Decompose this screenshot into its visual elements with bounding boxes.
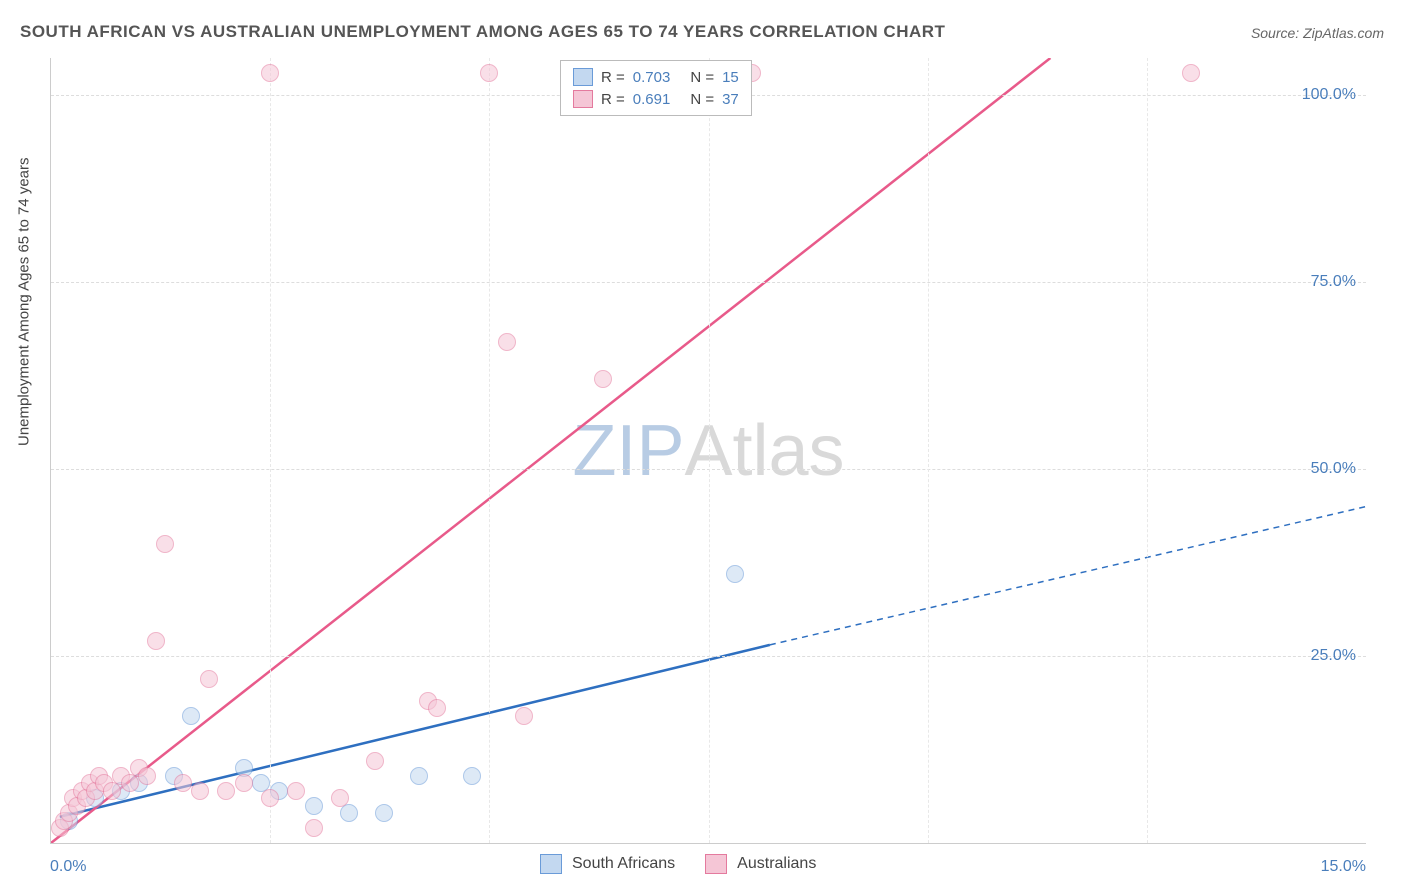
scatter-point [156,535,174,553]
scatter-point [498,333,516,351]
y-tick-label: 75.0% [1311,273,1356,291]
vgridline [489,58,490,843]
legend-label: South Africans [572,855,675,873]
scatter-point [287,782,305,800]
legend-item: South Africans [540,854,675,874]
vgridline [709,58,710,843]
scatter-point [305,797,323,815]
n-label: N = [690,91,714,108]
n-label: N = [690,69,714,86]
correlation-legend-row: R = 0.691 N = 37 [573,88,739,110]
y-axis-label: Unemployment Among Ages 65 to 74 years [16,157,33,446]
legend-swatch [573,68,593,86]
vgridline [270,58,271,843]
scatter-point [174,774,192,792]
scatter-point [191,782,209,800]
scatter-point [305,819,323,837]
scatter-point [463,767,481,785]
n-value: 37 [722,91,739,108]
legend-swatch [705,854,727,874]
n-value: 15 [722,69,739,86]
scatter-point [726,565,744,583]
scatter-point [594,370,612,388]
source-attribution: Source: ZipAtlas.com [1251,25,1384,41]
scatter-point [1182,64,1200,82]
legend-swatch [540,854,562,874]
vgridline [928,58,929,843]
legend-label: Australians [737,855,816,873]
r-value: 0.691 [633,91,671,108]
scatter-point [138,767,156,785]
scatter-point [331,789,349,807]
scatter-point [217,782,235,800]
scatter-point [410,767,428,785]
scatter-point [375,804,393,822]
chart-title: SOUTH AFRICAN VS AUSTRALIAN UNEMPLOYMENT… [20,22,945,42]
chart-plot-area: ZIPAtlas 25.0%50.0%75.0%100.0% [50,58,1366,844]
legend-item: Australians [705,854,816,874]
r-label: R = [601,91,625,108]
scatter-point [428,699,446,717]
y-tick-label: 50.0% [1311,460,1356,478]
watermark-zip: ZIP [572,411,684,491]
vgridline [1147,58,1148,843]
r-value: 0.703 [633,69,671,86]
correlation-legend-row: R = 0.703 N = 15 [573,66,739,88]
scatter-point [366,752,384,770]
scatter-point [515,707,533,725]
scatter-point [182,707,200,725]
legend-swatch [573,90,593,108]
r-label: R = [601,69,625,86]
scatter-point [261,789,279,807]
scatter-point [147,632,165,650]
x-tick-min: 0.0% [50,858,86,876]
scatter-point [200,670,218,688]
y-tick-label: 25.0% [1311,647,1356,665]
x-tick-max: 15.0% [1321,858,1366,876]
series-legend: South Africans Australians [540,854,816,874]
scatter-point [480,64,498,82]
correlation-legend-box: R = 0.703 N = 15 R = 0.691 N = 37 [560,60,752,116]
y-tick-label: 100.0% [1302,86,1356,104]
scatter-point [261,64,279,82]
scatter-point [235,774,253,792]
